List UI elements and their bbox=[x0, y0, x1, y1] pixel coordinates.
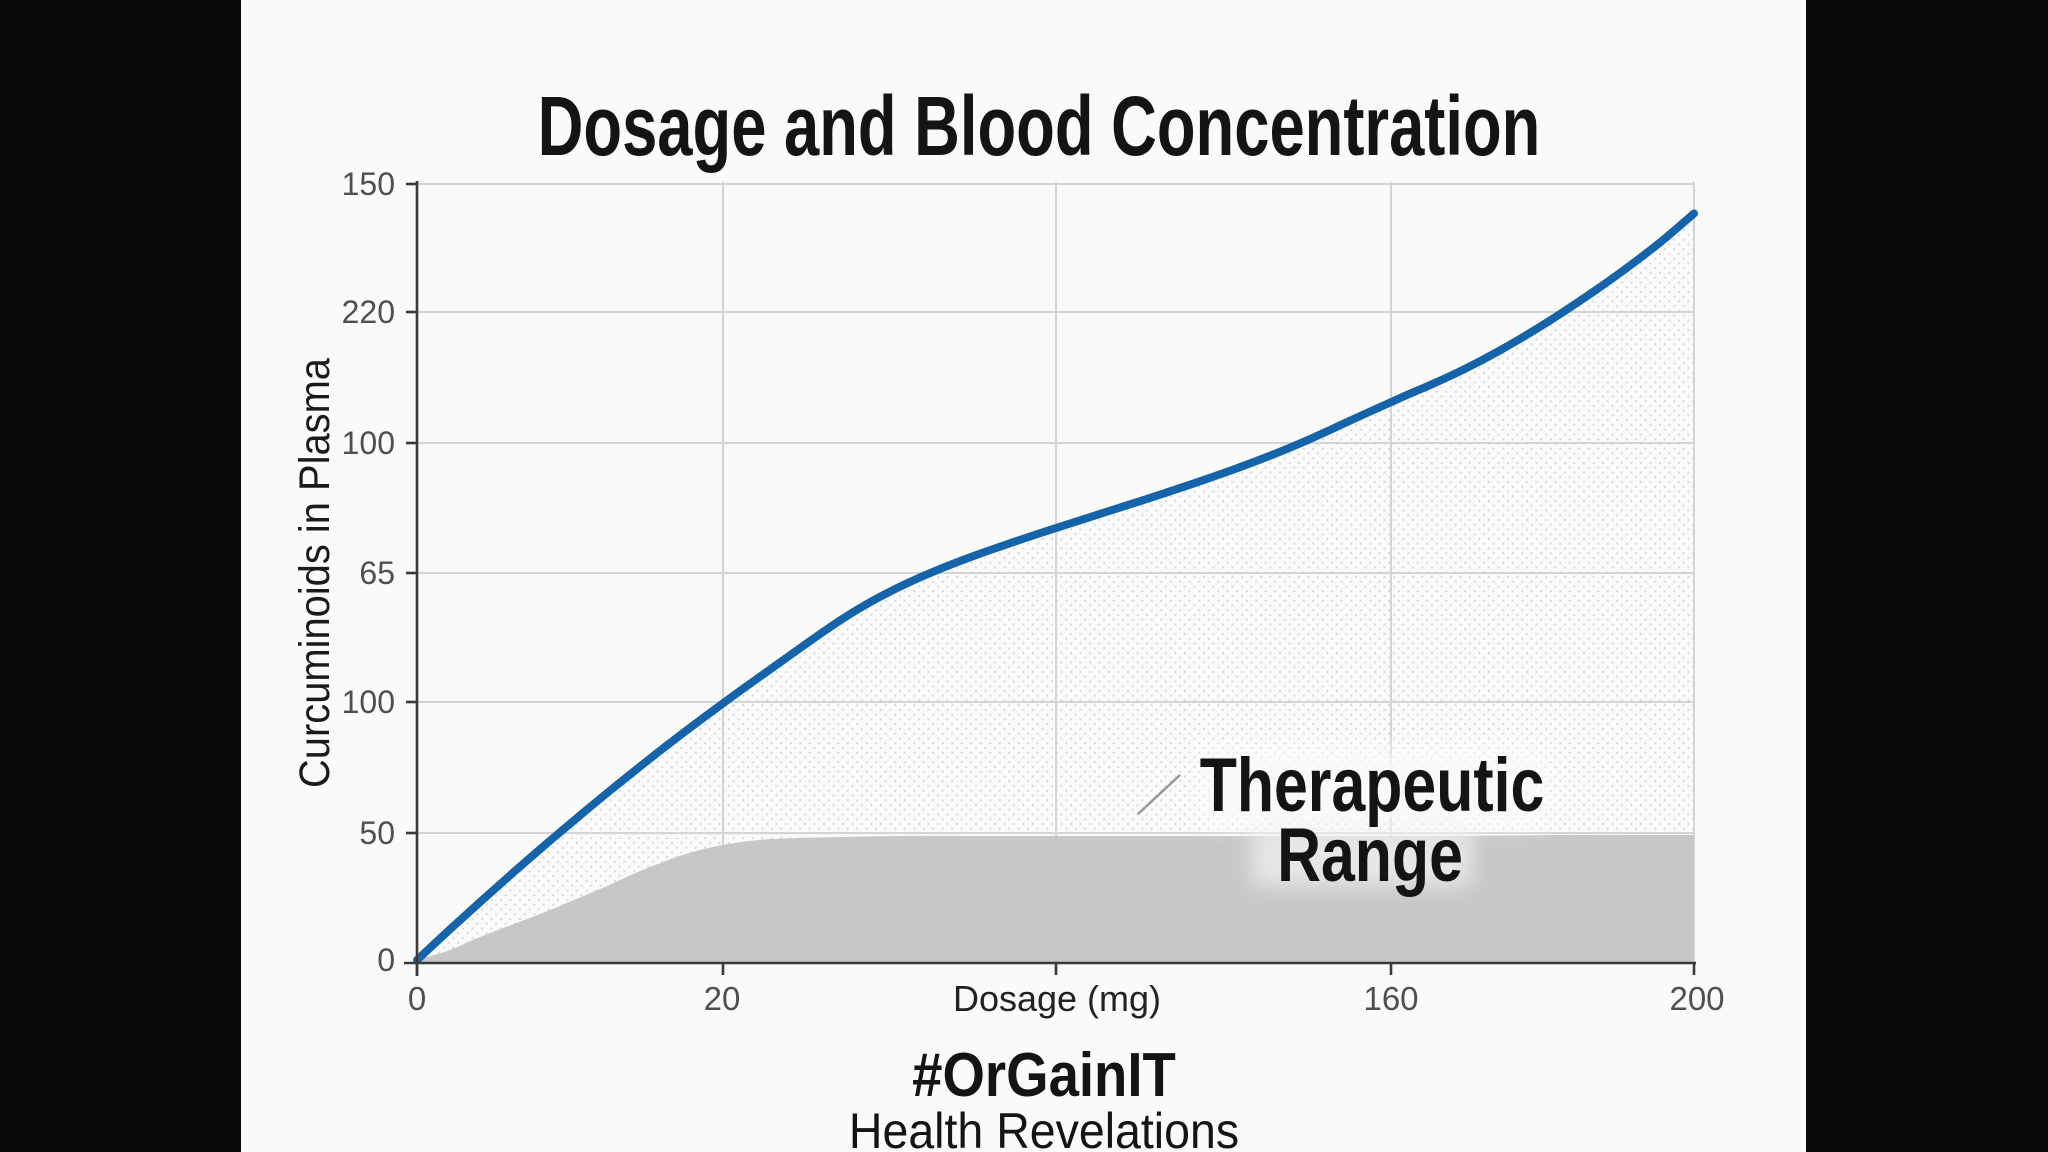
svg-text:0: 0 bbox=[377, 942, 395, 978]
svg-text:100: 100 bbox=[342, 684, 395, 720]
svg-text:Dosage (mg): Dosage (mg) bbox=[953, 978, 1161, 1019]
svg-text:Therapeutic: Therapeutic bbox=[1200, 743, 1545, 828]
svg-text:220: 220 bbox=[342, 294, 395, 330]
svg-text:50: 50 bbox=[359, 815, 395, 851]
svg-text:65: 65 bbox=[359, 555, 395, 591]
svg-text:Range: Range bbox=[1277, 813, 1463, 898]
svg-text:100: 100 bbox=[342, 425, 395, 461]
svg-text:Health Revelations: Health Revelations bbox=[849, 1103, 1239, 1152]
svg-text:200: 200 bbox=[1669, 980, 1724, 1017]
svg-text:Dosage and Blood Concentration: Dosage and Blood Concentration bbox=[538, 79, 1541, 173]
svg-text:160: 160 bbox=[1363, 980, 1418, 1017]
svg-text:Curcuminoids in Plasma: Curcuminoids in Plasma bbox=[291, 358, 339, 788]
svg-text:150: 150 bbox=[342, 166, 395, 202]
svg-text:20: 20 bbox=[704, 980, 741, 1017]
svg-text:#OrGainIT: #OrGainIT bbox=[912, 1041, 1176, 1110]
svg-text:0: 0 bbox=[408, 980, 426, 1017]
